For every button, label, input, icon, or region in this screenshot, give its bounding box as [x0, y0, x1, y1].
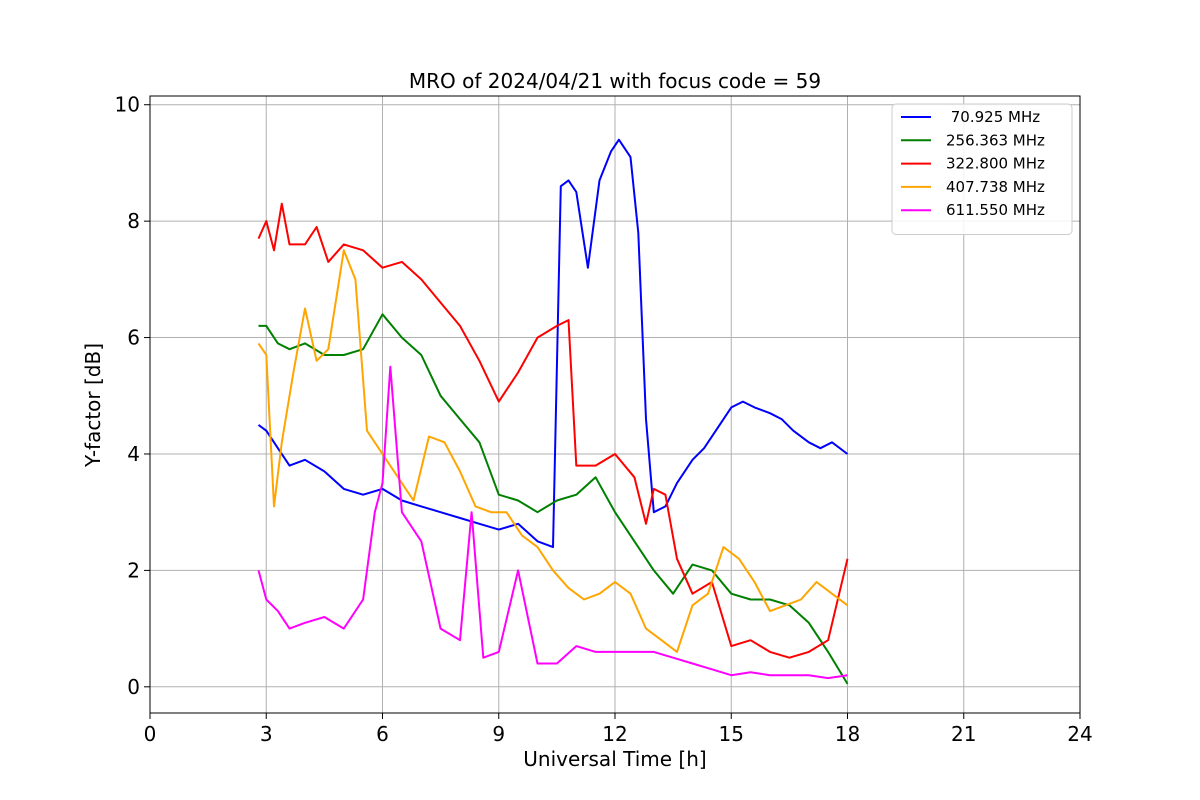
- y-tick-label: 0: [127, 675, 140, 699]
- legend: 70.925 MHz 256.363 MHz 322.800 MHz 407.738 …: [891, 103, 1073, 235]
- legend-label: 70.925 MHz: [946, 108, 1040, 126]
- x-axis-label: Universal Time [h]: [523, 747, 706, 771]
- legend-box: [891, 103, 1073, 235]
- legend-label: 256.363 MHz: [946, 131, 1045, 149]
- series-line: [257, 202, 849, 659]
- series-line: [257, 365, 848, 680]
- x-tick-label: 3: [260, 722, 273, 746]
- chart-title: MRO of 2024/04/21 with focus code = 59: [409, 69, 821, 93]
- legend-label: 322.800 MHz: [946, 155, 1045, 173]
- y-tick-label: 6: [127, 326, 140, 350]
- y-tick-label: 8: [127, 209, 140, 233]
- legend-label: 611.550 MHz: [946, 201, 1045, 219]
- x-tick-label: 21: [951, 722, 976, 746]
- x-tick-label: 6: [376, 722, 389, 746]
- x-tick-label: 15: [719, 722, 744, 746]
- x-tick-label: 12: [602, 722, 627, 746]
- y-tick-label: 10: [115, 93, 140, 117]
- x-tick-label: 18: [835, 722, 860, 746]
- y-axis-label: Y-factor [dB]: [81, 343, 105, 468]
- series-line: [257, 138, 849, 549]
- plot-series: [257, 138, 849, 685]
- x-tick-label: 9: [492, 722, 505, 746]
- x-tick-label: 0: [144, 722, 157, 746]
- x-tick-label: 24: [1067, 722, 1092, 746]
- y-tick-label: 2: [127, 558, 140, 582]
- y-tick-label: 4: [127, 442, 140, 466]
- series-line: [257, 249, 849, 653]
- series-line: [258, 313, 849, 685]
- legend-label: 407.738 MHz: [946, 178, 1045, 196]
